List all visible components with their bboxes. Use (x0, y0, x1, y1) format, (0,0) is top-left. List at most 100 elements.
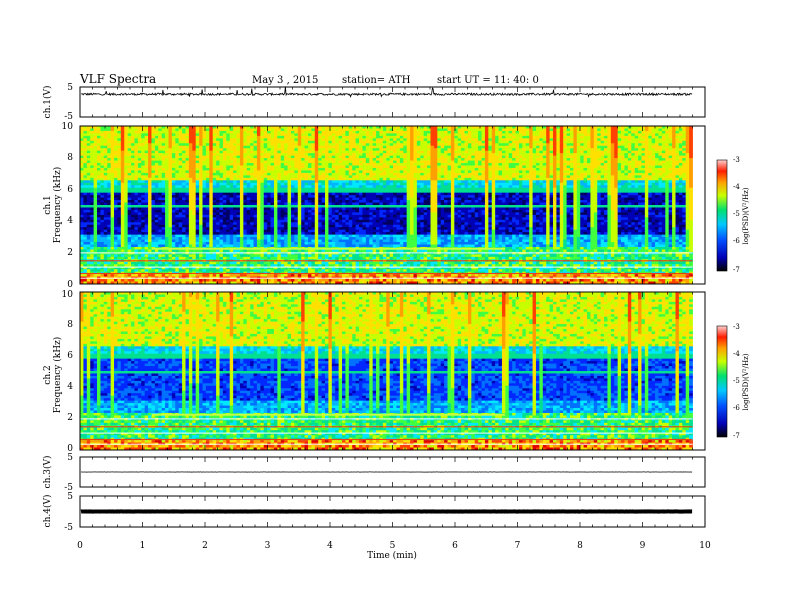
spectrogram-cell (325, 182, 329, 186)
spectrogram-cell (154, 187, 159, 191)
spectrogram-cell (512, 143, 516, 147)
spectrogram-cell (318, 177, 322, 181)
spectrogram-cell (447, 172, 452, 176)
spectrogram-cell (342, 143, 346, 147)
spectrogram-cell (205, 133, 210, 137)
spectrogram-cell (689, 148, 693, 152)
spectrogram-cell (137, 143, 142, 147)
spectrogram-cell (573, 182, 578, 186)
spectrogram-cell (573, 140, 578, 144)
spectrogram-cell (318, 126, 322, 129)
spectrogram-cell (97, 192, 101, 196)
spectrogram-cell (515, 160, 520, 164)
spectrogram-cell (433, 128, 438, 132)
spectrogram-cell (348, 126, 353, 129)
spectrogram-cell (178, 138, 183, 142)
spectrogram-cell (529, 175, 533, 179)
spectrogram-cell (93, 155, 98, 159)
spectrogram-cell (491, 172, 496, 176)
spectrogram-cell (556, 155, 561, 159)
spectrogram-cell (563, 190, 567, 194)
spectrogram-cell (535, 128, 540, 132)
spectrogram-cell (474, 133, 479, 137)
spectrogram-cell (644, 128, 649, 132)
spectrogram-cell (297, 153, 302, 157)
spectrogram-cell (263, 182, 268, 186)
spectrogram-cell (634, 180, 639, 184)
spectrogram-cell (250, 190, 254, 194)
spectrogram-cell (552, 182, 557, 186)
spectrogram-cell (93, 180, 98, 184)
spectrogram-cell (277, 143, 282, 147)
spectrogram-cell (518, 158, 523, 161)
spectrogram-cell (372, 128, 377, 132)
spectrogram-cell (648, 163, 653, 166)
spectrogram-cell (427, 138, 431, 142)
spectrogram-cell (440, 170, 445, 174)
spectrogram-cell (338, 190, 343, 194)
spectrogram-cell (420, 185, 425, 189)
spectrogram-cell (352, 145, 357, 149)
spectrogram-cell (185, 135, 190, 139)
spectrogram-cell (433, 187, 438, 191)
spectrogram-cell (352, 190, 357, 194)
spectrogram-cell (597, 177, 602, 181)
spectrogram-cell (304, 130, 309, 134)
spectrogram-cell (212, 187, 217, 191)
spectrogram-cell (420, 148, 425, 152)
spectrogram-cell (518, 138, 523, 142)
spectrogram-cell (631, 165, 636, 169)
spectrogram-cell (365, 160, 370, 164)
spectrogram-cell (376, 190, 380, 194)
spectrogram-cell (546, 145, 550, 149)
spectrogram-cell (212, 175, 217, 179)
spectrogram-cell (382, 175, 387, 179)
spectrogram-cell (267, 180, 271, 184)
spectrogram-cell (464, 130, 469, 134)
spectrogram-cell (566, 150, 571, 154)
spectrogram-cell (199, 185, 203, 189)
spectrogram-cell (587, 187, 591, 191)
spectrogram-cell (277, 158, 282, 161)
spectrogram-cell (369, 158, 374, 161)
spectrogram-cell (433, 133, 438, 137)
spectrogram-cell (546, 165, 550, 169)
spectrogram-cell (277, 135, 282, 139)
spectrogram-cell (481, 158, 486, 161)
spectrogram-cell (209, 160, 214, 164)
spectrogram-cell (372, 126, 377, 129)
spectrogram-cell (280, 167, 285, 171)
spectrogram-cell (239, 182, 244, 186)
spectrogram-cell (542, 172, 547, 176)
spectrogram-cell (532, 163, 537, 166)
spectrogram-cell (389, 130, 394, 134)
spectrogram-cell (461, 190, 465, 194)
spectrogram-cell (570, 172, 574, 176)
spectrogram-cell (359, 153, 363, 157)
spectrogram-cell (348, 190, 353, 194)
spectrogram-cell (185, 145, 190, 149)
spectrogram-cell (457, 138, 462, 142)
spectrogram-cell (97, 172, 101, 176)
spectrogram-cell (386, 190, 391, 194)
spectrogram-cell (539, 160, 544, 164)
spectrogram-cell (617, 165, 622, 169)
spectrogram-cell (634, 140, 639, 144)
spectrogram-cell (566, 155, 571, 159)
spectrogram-cell (478, 160, 482, 164)
spectrogram-cell (624, 126, 629, 129)
spectrogram-cell (328, 133, 333, 137)
spectrogram-cell (212, 160, 217, 164)
spectrogram-cell (192, 163, 197, 166)
spectrogram-cell (440, 192, 445, 196)
spectrogram-cell (658, 185, 663, 189)
spectrogram-cell (488, 143, 493, 147)
spectrogram-cell (678, 148, 683, 152)
spectrogram-cell (552, 172, 557, 176)
spectrogram-cell (689, 187, 693, 191)
spectrogram-cell (199, 167, 203, 171)
spectrogram-cell (362, 187, 367, 191)
spectrogram-cell (464, 158, 469, 161)
spectrogram-cell (243, 182, 248, 186)
spectrogram-cell (236, 126, 241, 129)
